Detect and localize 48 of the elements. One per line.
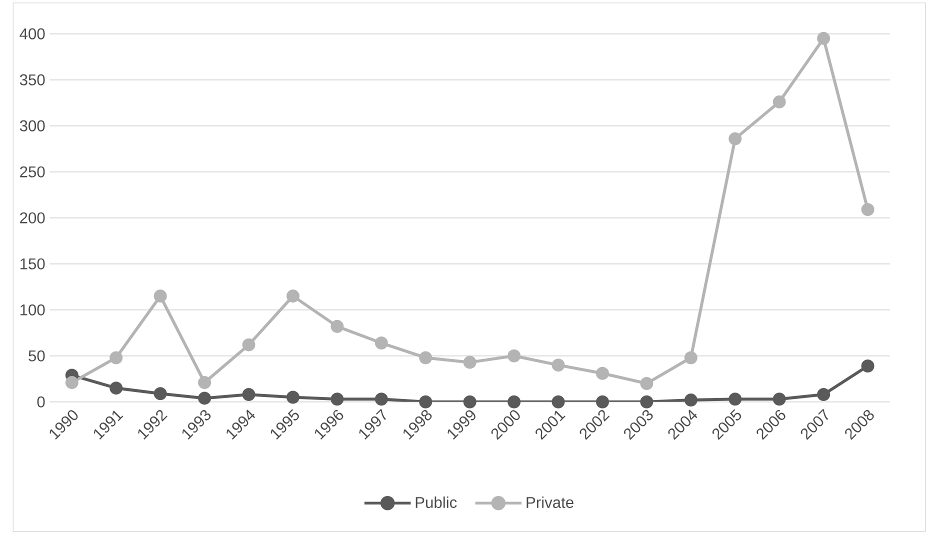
y-tick-label: 350 — [20, 74, 45, 86]
y-tick-label: 300 — [20, 120, 45, 132]
point — [374, 392, 388, 406]
point — [640, 376, 654, 390]
point — [596, 395, 609, 408]
point — [154, 387, 167, 400]
legend-label: Public — [416, 496, 457, 508]
point — [508, 395, 521, 408]
point — [110, 382, 123, 395]
point — [552, 395, 565, 408]
point — [110, 351, 123, 364]
point — [684, 394, 698, 407]
point — [286, 390, 300, 404]
point — [463, 395, 476, 408]
point — [817, 388, 830, 402]
y-tick-label: 100 — [20, 304, 45, 316]
point — [198, 376, 212, 390]
point — [242, 338, 256, 352]
y-tick-label: 50 — [28, 350, 45, 362]
point — [154, 290, 167, 303]
point — [419, 351, 432, 364]
y-tick-label: 0 — [37, 396, 45, 408]
y-tick-label: 400 — [20, 28, 45, 40]
point — [330, 320, 344, 333]
point — [552, 358, 565, 372]
point — [861, 359, 874, 373]
legend-label: Private — [526, 496, 574, 508]
point — [419, 395, 432, 408]
point — [728, 132, 742, 146]
point — [374, 336, 388, 350]
point — [330, 392, 344, 406]
point — [640, 395, 654, 408]
y-tick-label: 150 — [20, 258, 45, 270]
point — [463, 356, 476, 369]
point — [861, 203, 874, 216]
point — [242, 388, 256, 402]
point — [684, 351, 698, 364]
y-tick-label: 200 — [20, 212, 45, 224]
y-tick-label: 250 — [20, 166, 45, 178]
point — [817, 32, 830, 45]
point — [772, 392, 786, 406]
point — [508, 349, 521, 362]
point — [65, 376, 78, 390]
point — [198, 392, 212, 405]
point — [772, 95, 786, 108]
point — [286, 290, 300, 303]
point — [728, 392, 742, 406]
point — [596, 366, 609, 380]
